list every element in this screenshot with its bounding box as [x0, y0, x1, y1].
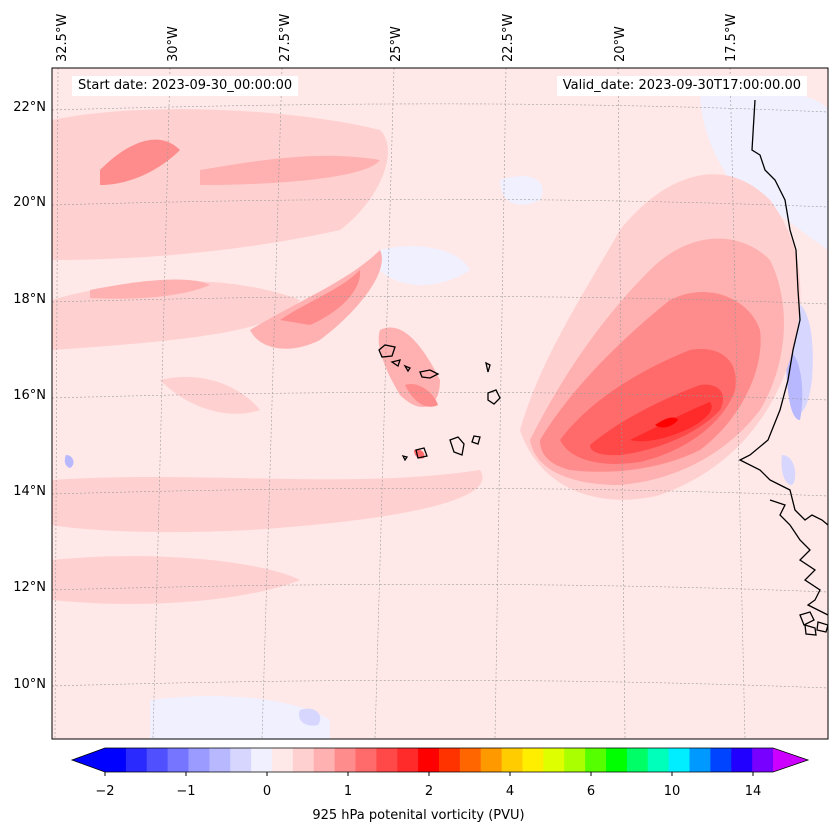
- colorbar-swatch: [125, 748, 148, 772]
- colorbar-swatch: [272, 748, 294, 772]
- colorbar-extend-min: [72, 748, 105, 772]
- colorbar-tick: 10: [664, 784, 681, 799]
- colorbar-swatch: [606, 748, 628, 772]
- lat-label: 22°N: [13, 100, 46, 115]
- colorbar-swatch: [752, 748, 774, 772]
- colorbar-swatch: [146, 748, 169, 772]
- lat-label: 18°N: [13, 292, 46, 307]
- colorbar-tick: 4: [506, 784, 514, 799]
- lat-label: 14°N: [13, 484, 46, 499]
- lat-label: 12°N: [13, 580, 46, 595]
- lon-label: 27.5°W: [278, 14, 293, 62]
- colorbar-swatch: [376, 748, 398, 772]
- pv-field: [52, 68, 828, 739]
- lon-label: 20°W: [613, 26, 628, 62]
- cape-verde-islands: [378, 344, 501, 462]
- colorbar-swatch: [251, 748, 273, 772]
- colorbar-tick: 6: [587, 784, 595, 799]
- colorbar-swatch: [188, 748, 210, 772]
- colorbar-ticks: −2 −1 0 1 2 4 6 10 14: [95, 784, 761, 799]
- colorbar-swatch: [710, 748, 732, 772]
- colorbar-swatch: [459, 748, 482, 772]
- lon-label: 17.5°W: [724, 14, 739, 62]
- colorbar-swatch: [564, 748, 586, 772]
- colorbar-swatch: [334, 748, 356, 772]
- valid-date-label: Valid_date: 2023-09-30T17:00:00.00: [556, 76, 807, 96]
- colorbar-swatch: [355, 748, 377, 772]
- colorbar-extend-max: [773, 748, 808, 772]
- longitude-axis: 32.5°W 30°W 27.5°W 25°W 22.5°W 20°W 17.5…: [55, 14, 739, 62]
- colorbar-swatch: [543, 748, 565, 772]
- colorbar-swatch: [626, 748, 649, 772]
- lat-label: 16°N: [13, 388, 46, 403]
- start-date-label: Start date: 2023-09-30_00:00:00: [72, 76, 299, 96]
- colorbar-tick: 0: [263, 784, 271, 799]
- colorbar-swatch: [522, 748, 544, 772]
- coastline: [738, 99, 828, 636]
- latitude-axis: 22°N 20°N 18°N 16°N 14°N 12°N 10°N: [13, 100, 46, 692]
- colorbar-swatch: [397, 748, 419, 772]
- colorbar-swatch: [480, 748, 503, 772]
- lat-label: 20°N: [13, 195, 46, 210]
- colorbar-tick: 2: [425, 784, 433, 799]
- colorbar-tick: −2: [95, 784, 114, 799]
- colorbar-swatch: [292, 748, 315, 772]
- colorbar-swatch: [418, 748, 440, 772]
- colorbar-swatch: [731, 748, 753, 772]
- colorbar-swatch: [585, 748, 607, 772]
- lon-label: 25°W: [389, 26, 404, 62]
- colorbar: [70, 747, 810, 776]
- colorbar-swatch: [209, 748, 231, 772]
- lon-label: 22.5°W: [501, 14, 516, 62]
- colorbar-swatch: [647, 748, 670, 772]
- colorbar-swatch: [230, 748, 252, 772]
- colorbar-swatch: [501, 748, 523, 772]
- colorbar-tick: −1: [176, 784, 195, 799]
- colorbar-tick: 14: [745, 784, 762, 799]
- colorbar-swatch: [439, 748, 461, 772]
- colorbar-tick: 1: [344, 784, 352, 799]
- colorbar-swatch: [105, 748, 127, 772]
- map-frame: [51, 67, 829, 740]
- colorbar-swatch: [689, 748, 711, 772]
- lat-label: 10°N: [13, 677, 46, 692]
- colorbar-swatch: [668, 748, 690, 772]
- colorbar-label: 925 hPa potenital vorticity (PVU): [312, 808, 525, 823]
- lon-label: 32.5°W: [55, 14, 70, 62]
- colorbar-swatch: [167, 748, 189, 772]
- colorbar-swatch: [313, 748, 336, 772]
- lon-label: 30°W: [166, 26, 181, 62]
- graticule: [52, 68, 828, 739]
